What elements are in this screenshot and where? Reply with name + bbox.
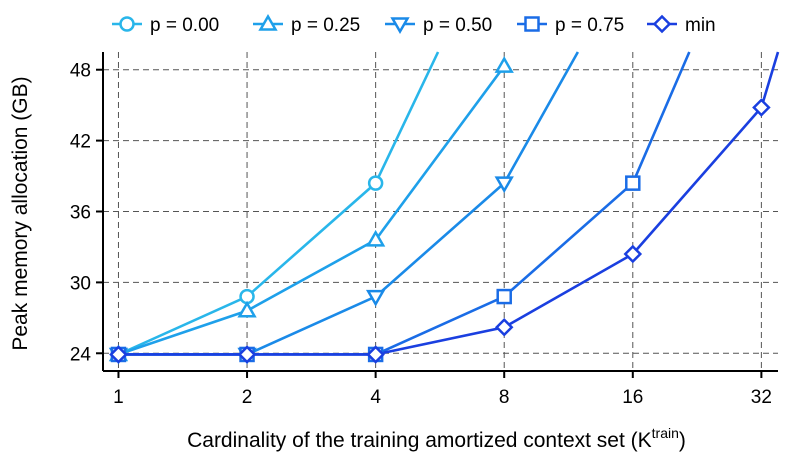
series-line-p-0-25 [118, 65, 506, 356]
data-point-min-0 [109, 345, 128, 364]
x-tick-label-4: 4 [370, 387, 381, 408]
legend-item-min: min [647, 14, 716, 36]
x-tick-label-16: 16 [622, 387, 643, 408]
legend-marker-min [652, 14, 672, 34]
series-line-p-0-50 [118, 51, 580, 356]
data-point-p-0-00-2 [367, 175, 384, 191]
data-point-p-0-75-3 [496, 288, 512, 305]
legend-marker-p-0-25 [258, 13, 278, 31]
y-axis-title: Peak memory allocation (GB) [9, 76, 32, 350]
y-tick-label-42: 42 [70, 132, 91, 153]
data-point-p-0-25-2 [365, 229, 386, 247]
legend-label-p-0-00: p = 0.00 [150, 15, 219, 36]
x-axis-title: Cardinality of the training amortized co… [187, 425, 686, 452]
legend-marker-p-0-75 [524, 16, 540, 32]
legend-label-p-0-50: p = 0.50 [423, 15, 492, 36]
legend-item-p-0-25: p = 0.25 [253, 13, 360, 36]
data-point-p-0-25-3 [494, 56, 514, 73]
data-point-p-0-75-4 [625, 175, 641, 191]
x-tick-label-8: 8 [499, 387, 510, 408]
legend-item-p-0-75: p = 0.75 [517, 15, 624, 36]
data-point-min-1 [237, 345, 257, 364]
legend-label-p-0-25: p = 0.25 [291, 15, 360, 36]
y-tick-label-24: 24 [70, 344, 92, 365]
y-tick-label-36: 36 [70, 203, 91, 224]
grid [103, 52, 778, 371]
legend-marker-p-0-00 [119, 16, 135, 32]
data-point-p-0-50-3 [494, 176, 514, 194]
data-point-min-2 [366, 345, 385, 364]
series-line-p-0-00 [117, 51, 440, 356]
legend-label-p-0-75: p = 0.75 [555, 15, 624, 36]
data-point-min-4 [623, 244, 643, 264]
y-tick-label-30: 30 [70, 273, 91, 294]
legend-marker-p-0-50 [390, 17, 410, 35]
series-group [108, 51, 780, 365]
data-point-min-5 [752, 98, 771, 117]
legend-label-min: min [685, 15, 716, 36]
data-point-p-0-25-1 [237, 300, 257, 318]
y-tick-label-48: 48 [70, 61, 91, 82]
data-point-min-3 [494, 318, 514, 337]
legend-item-p-0-50: p = 0.50 [385, 15, 492, 36]
legend: p = 0.00 p = 0.25 p = 0.50 p = 0.75 min [112, 13, 716, 36]
x-tick-label-1: 1 [113, 387, 124, 408]
x-tick-label-2: 2 [242, 387, 253, 408]
legend-item-p-0-00: p = 0.00 [112, 15, 219, 36]
x-tick-label-32: 32 [751, 387, 772, 408]
data-point-p-0-50-2 [365, 289, 386, 307]
